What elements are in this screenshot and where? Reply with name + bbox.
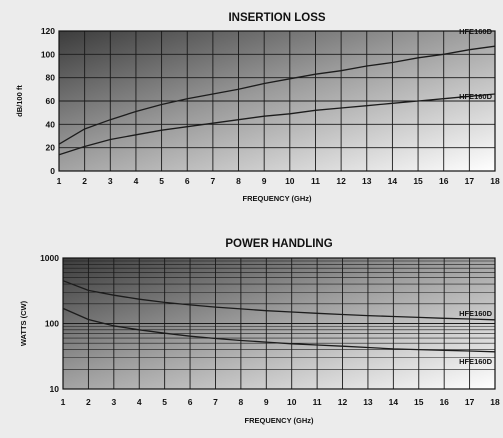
x-tick-label: 8: [239, 397, 244, 407]
x-tick-label: 13: [362, 176, 372, 186]
x-tick-label: 16: [439, 397, 449, 407]
series-line: [62, 307, 496, 353]
x-tick-label: 15: [414, 397, 424, 407]
x-axis-label: FREQUENCY (GHz): [242, 194, 312, 203]
y-tick-label: 80: [46, 73, 56, 83]
x-tick-label: 3: [111, 397, 116, 407]
x-axis-label: FREQUENCY (GHz): [244, 416, 314, 425]
y-tick-label: 0: [50, 166, 55, 176]
x-tick-label: 13: [363, 397, 373, 407]
x-tick-label: 11: [313, 397, 322, 407]
series-line: [58, 45, 496, 145]
plot-frame: [58, 30, 496, 172]
x-tick-label: 17: [465, 176, 475, 186]
y-tick-label: 100: [41, 49, 55, 59]
x-tick-label: 10: [287, 397, 297, 407]
y-tick-label: 60: [46, 96, 56, 106]
x-tick-label: 17: [465, 397, 475, 407]
x-tick-label: 14: [389, 397, 399, 407]
y-tick-label: 120: [41, 26, 55, 36]
y-axis-label: WATTS (CW): [19, 300, 28, 346]
chart-title: INSERTION LOSS: [228, 12, 325, 24]
x-tick-label: 5: [162, 397, 167, 407]
x-tick-label: 6: [188, 397, 193, 407]
plot-frame: [62, 257, 496, 390]
x-tick-label: 7: [213, 397, 218, 407]
x-tick-label: 18: [490, 176, 500, 186]
series-line: [62, 280, 496, 321]
x-tick-label: 5: [159, 176, 164, 186]
x-tick-label: 1: [61, 397, 66, 407]
x-tick-label: 15: [413, 176, 423, 186]
x-tick-label: 12: [338, 397, 348, 407]
x-tick-label: 4: [137, 397, 142, 407]
x-tick-label: 7: [211, 176, 216, 186]
x-tick-label: 3: [108, 176, 113, 186]
x-tick-label: 9: [262, 176, 267, 186]
chart-title: POWER HANDLING: [225, 238, 332, 250]
y-tick-label: 20: [46, 143, 56, 153]
x-tick-label: 18: [490, 397, 500, 407]
series-label: HFE160D: [459, 27, 493, 36]
x-tick-label: 16: [439, 176, 449, 186]
x-tick-label: 4: [134, 176, 139, 186]
series-label: HFE160D: [459, 357, 493, 366]
y-tick-label: 1000: [40, 253, 59, 263]
x-tick-label: 9: [264, 397, 269, 407]
series-label: HFE160D: [459, 92, 493, 101]
y-tick-label: 40: [46, 119, 56, 129]
series-label: HFE160D: [459, 309, 493, 318]
x-tick-label: 12: [336, 176, 346, 186]
x-tick-label: 2: [82, 176, 87, 186]
y-axis-label: dB/100 ft: [15, 85, 24, 117]
x-tick-label: 14: [388, 176, 398, 186]
x-tick-label: 2: [86, 397, 91, 407]
series-line: [58, 93, 496, 156]
x-tick-label: 8: [236, 176, 241, 186]
x-tick-label: 10: [285, 176, 295, 186]
x-tick-label: 6: [185, 176, 190, 186]
x-tick-label: 11: [311, 176, 320, 186]
y-tick-label: 100: [45, 319, 59, 329]
x-tick-label: 1: [57, 176, 62, 186]
y-tick-label: 10: [50, 384, 60, 394]
